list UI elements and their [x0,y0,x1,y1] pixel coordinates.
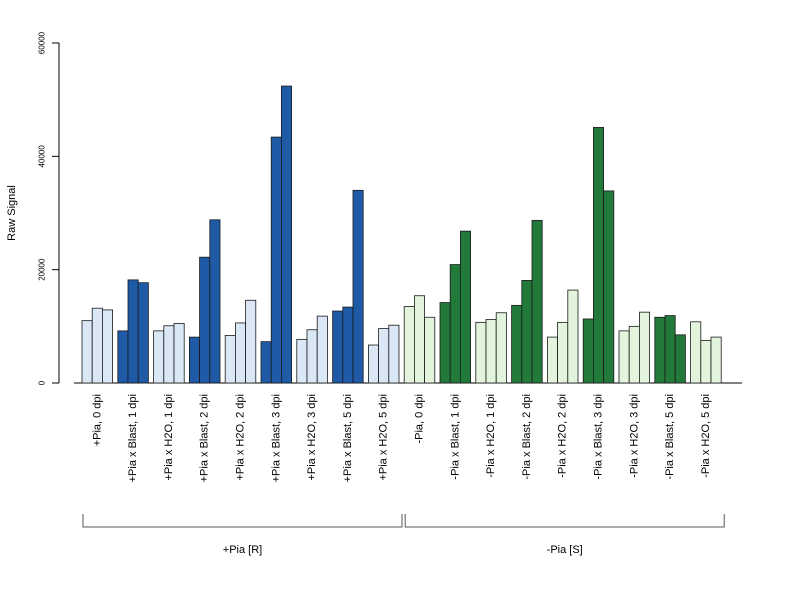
bar [245,299,257,384]
y-tick-label: 0 [38,380,47,385]
bar [521,280,533,384]
x-tick-label: -Pia x H2O, 2 dpi [557,394,569,478]
bar [260,341,272,384]
bar [296,338,308,384]
bar [603,190,615,384]
bar [639,311,651,384]
bar [618,330,630,384]
bar [378,328,390,384]
bar [582,318,594,384]
bar [413,295,425,384]
x-tick-label: +Pia x H2O, 5 dpi [378,394,390,481]
bar [495,312,507,384]
group-bracket [404,514,725,528]
y-tick-label: 40000 [38,145,47,168]
x-tick-labels: +Pia, 0 dpi +Pia x Blast, 1 dpi +Pia x H2O… [91,394,712,482]
group-brackets: +Pia [R] -Pia [S] [82,514,725,556]
bar [367,344,379,384]
y-axis-label: Raw Signal [6,185,18,241]
bar [674,334,686,384]
bar [700,340,712,384]
bar [654,316,666,384]
bar [270,136,282,384]
bar [710,336,722,384]
bar [117,330,129,384]
bar [511,304,523,384]
bar [188,336,200,384]
group-label: -Pia [S] [547,544,583,556]
bar [137,282,149,384]
bar [449,264,461,384]
bar [306,329,318,384]
bar [280,85,292,384]
bar [403,306,415,384]
bar [316,315,328,384]
x-tick-label: -Pia x Blast, 5 dpi [664,394,676,480]
bar [127,279,139,384]
x-tick-label: +Pia x H2O, 3 dpi [306,394,318,481]
bar [439,302,451,384]
bars [81,85,722,384]
bar [547,336,559,384]
bar [459,230,471,384]
x-tick-label: +Pia x Blast, 5 dpi [342,394,354,482]
bar [628,325,640,384]
bar [81,320,93,384]
bar [199,256,211,384]
bar [424,316,436,384]
bar [475,321,487,384]
bar [593,127,605,384]
bar [342,306,354,384]
x-tick-label: -Pia x H2O, 5 dpi [700,394,712,478]
bar [332,310,344,384]
bar [557,321,569,384]
bar [664,315,676,384]
y-axis: 0 20000 40000 60000 Raw Signal [6,31,60,385]
group-bracket [82,514,403,528]
x-tick-label: +Pia x Blast, 2 dpi [199,394,211,482]
y-tick-label: 20000 [38,258,47,281]
bar [163,325,175,384]
y-ticks: 0 20000 40000 60000 [38,31,59,385]
x-tick-label: +Pia x H2O, 2 dpi [235,394,247,481]
bar [102,309,114,384]
x-tick-label: +Pia x Blast, 1 dpi [127,394,139,482]
x-tick-label: -Pia x Blast, 1 dpi [449,394,461,480]
group-label: +Pia [R] [223,544,262,556]
x-tick-label: -Pia x H2O, 1 dpi [485,394,497,478]
bar [209,219,221,384]
y-tick-label: 60000 [38,31,47,54]
bar [485,319,497,384]
bar [234,322,246,384]
x-tick-label: +Pia x H2O, 1 dpi [163,394,175,481]
x-tick-label: -Pia x Blast, 3 dpi [593,394,605,480]
bar [224,334,236,384]
x-tick-label: -Pia, 0 dpi [414,394,426,444]
x-tick-label: -Pia x Blast, 2 dpi [521,394,533,480]
bar [567,289,579,384]
bar [352,189,364,384]
x-tick-label: -Pia x H2O, 3 dpi [628,394,640,478]
bar [531,219,543,384]
x-tick-label: +Pia, 0 dpi [91,394,103,446]
bar [690,321,702,384]
bar [173,323,185,384]
bar [388,324,400,384]
bar [91,307,103,384]
x-tick-label: +Pia x Blast, 3 dpi [270,394,282,482]
bar [153,330,165,384]
